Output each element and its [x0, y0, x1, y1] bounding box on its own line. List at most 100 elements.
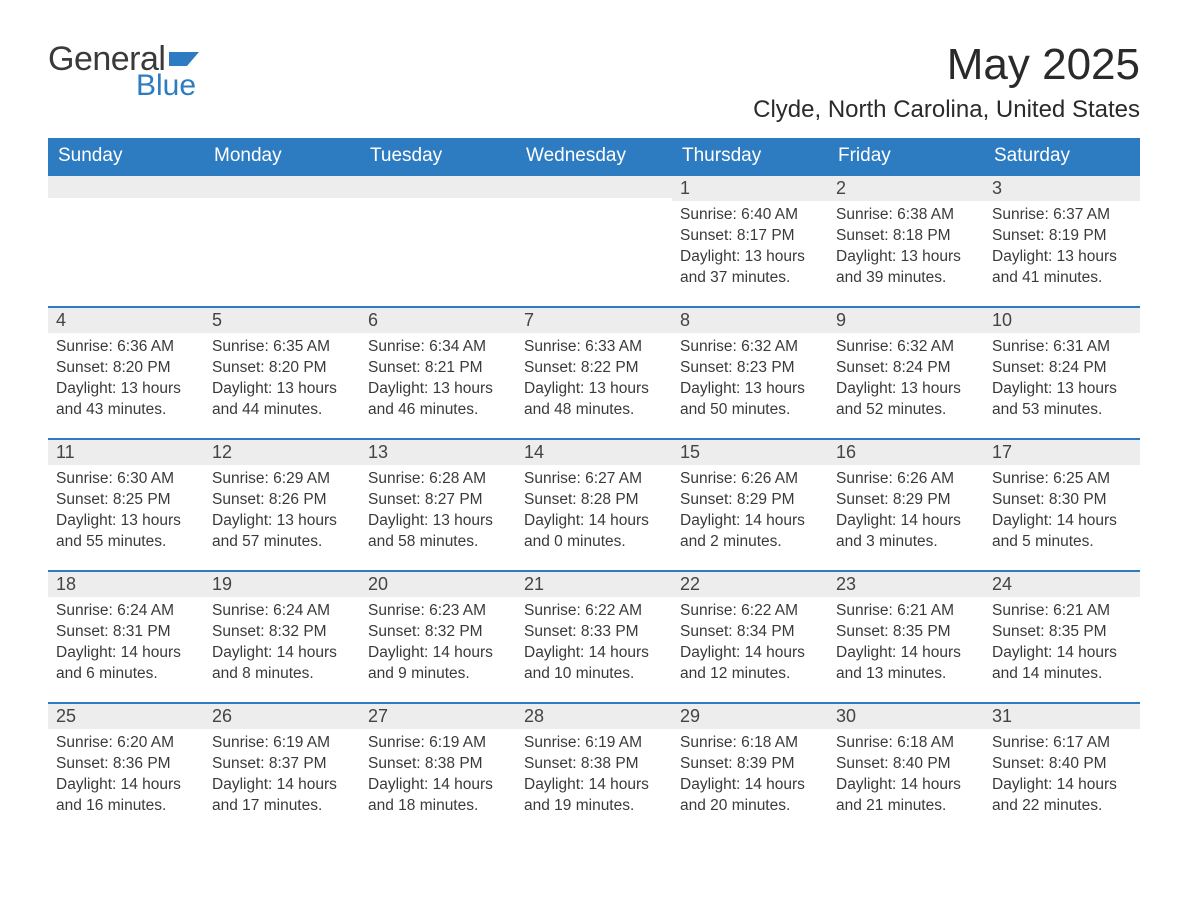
calendar-day: 5Sunrise: 6:35 AMSunset: 8:20 PMDaylight…: [204, 306, 360, 438]
day-number: 9: [828, 306, 984, 333]
day-details: Sunrise: 6:22 AMSunset: 8:34 PMDaylight:…: [672, 597, 828, 691]
day-details: Sunrise: 6:37 AMSunset: 8:19 PMDaylight:…: [984, 201, 1140, 295]
weekday-header: Monday: [204, 138, 360, 174]
sunrise-line: Sunrise: 6:36 AM: [56, 337, 196, 358]
calendar-day: 16Sunrise: 6:26 AMSunset: 8:29 PMDayligh…: [828, 438, 984, 570]
sunset-line: Sunset: 8:29 PM: [836, 490, 976, 511]
daylight-line: Daylight: 14 hours and 17 minutes.: [212, 775, 352, 817]
calendar-day: 9Sunrise: 6:32 AMSunset: 8:24 PMDaylight…: [828, 306, 984, 438]
daylight-line: Daylight: 14 hours and 10 minutes.: [524, 643, 664, 685]
calendar-row: 11Sunrise: 6:30 AMSunset: 8:25 PMDayligh…: [48, 438, 1140, 570]
sunrise-line: Sunrise: 6:19 AM: [212, 733, 352, 754]
logo: General Blue: [48, 40, 205, 103]
day-details: Sunrise: 6:21 AMSunset: 8:35 PMDaylight:…: [828, 597, 984, 691]
calendar-day: 27Sunrise: 6:19 AMSunset: 8:38 PMDayligh…: [360, 702, 516, 834]
calendar-day: 19Sunrise: 6:24 AMSunset: 8:32 PMDayligh…: [204, 570, 360, 702]
sunrise-line: Sunrise: 6:26 AM: [836, 469, 976, 490]
sunrise-line: Sunrise: 6:22 AM: [680, 601, 820, 622]
sunset-line: Sunset: 8:33 PM: [524, 622, 664, 643]
day-details: Sunrise: 6:24 AMSunset: 8:32 PMDaylight:…: [204, 597, 360, 691]
sunset-line: Sunset: 8:25 PM: [56, 490, 196, 511]
daylight-line: Daylight: 14 hours and 9 minutes.: [368, 643, 508, 685]
day-details: Sunrise: 6:22 AMSunset: 8:33 PMDaylight:…: [516, 597, 672, 691]
sunrise-line: Sunrise: 6:20 AM: [56, 733, 196, 754]
day-number: 14: [516, 438, 672, 465]
title-block: May 2025 Clyde, North Carolina, United S…: [753, 40, 1140, 124]
day-details: Sunrise: 6:27 AMSunset: 8:28 PMDaylight:…: [516, 465, 672, 559]
day-number: 22: [672, 570, 828, 597]
day-number: 8: [672, 306, 828, 333]
sunset-line: Sunset: 8:19 PM: [992, 226, 1132, 247]
sunset-line: Sunset: 8:29 PM: [680, 490, 820, 511]
calendar-day: 15Sunrise: 6:26 AMSunset: 8:29 PMDayligh…: [672, 438, 828, 570]
day-number: 28: [516, 702, 672, 729]
daylight-line: Daylight: 13 hours and 37 minutes.: [680, 247, 820, 289]
daylight-line: Daylight: 14 hours and 6 minutes.: [56, 643, 196, 685]
day-details: Sunrise: 6:25 AMSunset: 8:30 PMDaylight:…: [984, 465, 1140, 559]
calendar-empty: [48, 174, 204, 306]
day-number: 11: [48, 438, 204, 465]
sunrise-line: Sunrise: 6:29 AM: [212, 469, 352, 490]
weekday-header: Thursday: [672, 138, 828, 174]
logo-blue-text: Blue: [136, 69, 196, 103]
calendar-day: 7Sunrise: 6:33 AMSunset: 8:22 PMDaylight…: [516, 306, 672, 438]
calendar-day: 17Sunrise: 6:25 AMSunset: 8:30 PMDayligh…: [984, 438, 1140, 570]
day-number: 27: [360, 702, 516, 729]
daylight-line: Daylight: 14 hours and 0 minutes.: [524, 511, 664, 553]
day-number: [516, 174, 672, 198]
sunset-line: Sunset: 8:24 PM: [836, 358, 976, 379]
daylight-line: Daylight: 13 hours and 53 minutes.: [992, 379, 1132, 421]
day-number: 18: [48, 570, 204, 597]
day-number: 21: [516, 570, 672, 597]
day-details: Sunrise: 6:32 AMSunset: 8:24 PMDaylight:…: [828, 333, 984, 427]
weekday-header: Sunday: [48, 138, 204, 174]
day-details: Sunrise: 6:40 AMSunset: 8:17 PMDaylight:…: [672, 201, 828, 295]
day-number: [360, 174, 516, 198]
day-details: Sunrise: 6:28 AMSunset: 8:27 PMDaylight:…: [360, 465, 516, 559]
sunrise-line: Sunrise: 6:25 AM: [992, 469, 1132, 490]
header: General Blue May 2025 Clyde, North Carol…: [48, 40, 1140, 124]
calendar-empty: [360, 174, 516, 306]
day-number: 12: [204, 438, 360, 465]
sunrise-line: Sunrise: 6:33 AM: [524, 337, 664, 358]
sunset-line: Sunset: 8:38 PM: [368, 754, 508, 775]
calendar-day: 20Sunrise: 6:23 AMSunset: 8:32 PMDayligh…: [360, 570, 516, 702]
day-details: Sunrise: 6:31 AMSunset: 8:24 PMDaylight:…: [984, 333, 1140, 427]
sunset-line: Sunset: 8:23 PM: [680, 358, 820, 379]
day-number: 6: [360, 306, 516, 333]
sunset-line: Sunset: 8:28 PM: [524, 490, 664, 511]
calendar-day: 18Sunrise: 6:24 AMSunset: 8:31 PMDayligh…: [48, 570, 204, 702]
day-details: Sunrise: 6:38 AMSunset: 8:18 PMDaylight:…: [828, 201, 984, 295]
weekday-header: Saturday: [984, 138, 1140, 174]
weekday-header: Tuesday: [360, 138, 516, 174]
daylight-line: Daylight: 13 hours and 39 minutes.: [836, 247, 976, 289]
daylight-line: Daylight: 14 hours and 18 minutes.: [368, 775, 508, 817]
sunrise-line: Sunrise: 6:26 AM: [680, 469, 820, 490]
calendar-day: 22Sunrise: 6:22 AMSunset: 8:34 PMDayligh…: [672, 570, 828, 702]
day-details: Sunrise: 6:18 AMSunset: 8:40 PMDaylight:…: [828, 729, 984, 823]
sunrise-line: Sunrise: 6:23 AM: [368, 601, 508, 622]
daylight-line: Daylight: 14 hours and 14 minutes.: [992, 643, 1132, 685]
day-number: [48, 174, 204, 198]
sunset-line: Sunset: 8:18 PM: [836, 226, 976, 247]
day-details: Sunrise: 6:35 AMSunset: 8:20 PMDaylight:…: [204, 333, 360, 427]
weekday-header-row: SundayMondayTuesdayWednesdayThursdayFrid…: [48, 138, 1140, 174]
daylight-line: Daylight: 13 hours and 46 minutes.: [368, 379, 508, 421]
day-details: Sunrise: 6:24 AMSunset: 8:31 PMDaylight:…: [48, 597, 204, 691]
sunrise-line: Sunrise: 6:35 AM: [212, 337, 352, 358]
daylight-line: Daylight: 13 hours and 52 minutes.: [836, 379, 976, 421]
day-details: Sunrise: 6:36 AMSunset: 8:20 PMDaylight:…: [48, 333, 204, 427]
sunrise-line: Sunrise: 6:27 AM: [524, 469, 664, 490]
sunrise-line: Sunrise: 6:31 AM: [992, 337, 1132, 358]
day-details: Sunrise: 6:33 AMSunset: 8:22 PMDaylight:…: [516, 333, 672, 427]
day-details: Sunrise: 6:19 AMSunset: 8:38 PMDaylight:…: [360, 729, 516, 823]
day-number: 29: [672, 702, 828, 729]
location: Clyde, North Carolina, United States: [753, 96, 1140, 124]
day-number: 4: [48, 306, 204, 333]
sunset-line: Sunset: 8:30 PM: [992, 490, 1132, 511]
calendar-day: 23Sunrise: 6:21 AMSunset: 8:35 PMDayligh…: [828, 570, 984, 702]
calendar-row: 25Sunrise: 6:20 AMSunset: 8:36 PMDayligh…: [48, 702, 1140, 834]
day-details: Sunrise: 6:34 AMSunset: 8:21 PMDaylight:…: [360, 333, 516, 427]
sunrise-line: Sunrise: 6:37 AM: [992, 205, 1132, 226]
calendar-day: 10Sunrise: 6:31 AMSunset: 8:24 PMDayligh…: [984, 306, 1140, 438]
